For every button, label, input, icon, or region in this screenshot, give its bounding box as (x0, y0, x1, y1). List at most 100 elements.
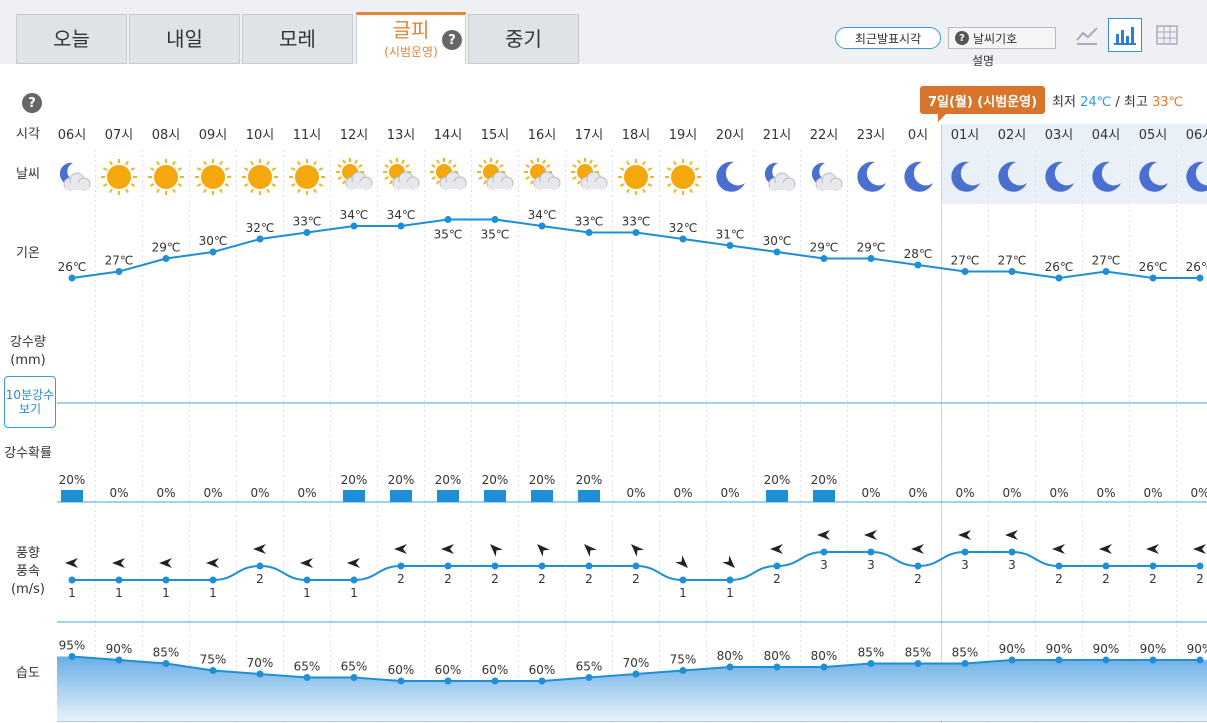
temperature-label: 35℃ (434, 228, 463, 242)
wind-direction-arrow (1146, 544, 1159, 554)
rain-10min-button[interactable]: 10분강수보기 (4, 376, 56, 428)
tab-today[interactable]: 오늘 (16, 14, 127, 64)
temperature-point (444, 216, 452, 223)
help-icon[interactable]: ? (442, 30, 462, 50)
tab-midterm[interactable]: 중기 (468, 14, 579, 64)
table-view-button[interactable] (1150, 18, 1184, 52)
humidity-label: 90% (1046, 642, 1073, 656)
temperature-label: 33℃ (293, 215, 322, 229)
temperature-label: 27℃ (1092, 254, 1121, 268)
hour-label: 21시 (763, 128, 792, 143)
chart-help-icon[interactable]: ? (22, 93, 42, 113)
temperature-label: 32℃ (669, 221, 698, 235)
precip-prob-label: 0% (203, 486, 222, 500)
wind-speed-label: 1 (68, 586, 76, 600)
hour-label: 23시 (857, 128, 886, 143)
hour-label: 13시 (387, 128, 416, 143)
temperature-label: 27℃ (998, 254, 1027, 268)
line-chart-view-button[interactable] (1070, 18, 1104, 52)
row-label-wind: 풍향 풍속 (m/s) (0, 545, 56, 599)
wind-speed-point (1102, 562, 1110, 570)
wind-direction-arrow (253, 544, 266, 554)
moon-icon (1186, 161, 1207, 192)
wind-speed-point (115, 576, 123, 584)
wind-direction-arrow (65, 558, 78, 568)
wind-speed-point (1149, 562, 1157, 570)
wind-speed-label: 3 (867, 558, 875, 572)
wind-direction-arrow (347, 558, 360, 568)
max-temp: 33℃ (1151, 95, 1184, 110)
weather-symbol-button[interactable]: ? 날씨기호 (948, 27, 1056, 49)
humidity-point (162, 660, 170, 667)
wind-direction-arrow (159, 558, 172, 568)
row-label-humidity: 습도 (16, 666, 40, 681)
hour-label: 10시 (246, 128, 275, 143)
hour-label: 05시 (1139, 128, 1168, 143)
recent-announce-button[interactable]: 최근발표시각 (835, 27, 941, 49)
cloudy-night-icon (59, 162, 91, 191)
humidity-label: 80% (764, 649, 791, 663)
temperature-label: 26℃ (58, 260, 87, 274)
temperature-label: 27℃ (951, 254, 980, 268)
humidity-point (1149, 656, 1157, 664)
day-badge: 7일(월) (시범운영) (920, 86, 1045, 122)
tab-3days[interactable]: 글피 (시범운영) ? (356, 12, 466, 64)
hour-label: 09시 (199, 128, 228, 143)
temperature-label: 34℃ (387, 208, 416, 222)
humidity-point (68, 653, 76, 660)
wind-speed-label: 2 (1196, 572, 1204, 586)
row-label-precip: 강수량 (mm) (0, 334, 56, 370)
humidity-point (538, 677, 546, 685)
wind-direction-arrow (537, 544, 550, 557)
precip-prob-label: 0% (1096, 486, 1115, 500)
precip-prob-label: 0% (109, 486, 128, 500)
temperature-point (491, 216, 499, 223)
moon-icon (1092, 161, 1121, 192)
wind-speed-label: 2 (632, 572, 640, 586)
humidity-label: 60% (482, 663, 509, 677)
wind-speed-point (914, 562, 922, 570)
moon-icon (904, 161, 933, 192)
wind-speed-point (1008, 548, 1016, 556)
weather-symbol-label: 날씨기호 (973, 31, 1018, 46)
partly-cloudy-icon (336, 158, 373, 190)
hour-label: 19시 (669, 128, 698, 143)
humidity-area (57, 656, 1207, 721)
wind-direction-arrow (631, 544, 644, 557)
sunny-icon (195, 159, 231, 195)
precip-prob-bar (531, 490, 553, 502)
moon-icon (1139, 161, 1168, 192)
humidity-label: 85% (952, 646, 979, 660)
tab-day-after[interactable]: 모레 (242, 14, 353, 64)
partly-cloudy-icon (524, 158, 561, 190)
humidity-label: 75% (670, 653, 697, 667)
humidity-label: 85% (905, 646, 932, 660)
humidity-point (961, 660, 969, 667)
max-label: 최고 (1123, 95, 1148, 110)
temperature-label: 31℃ (716, 228, 745, 242)
wind-speed-point (209, 576, 217, 584)
wind-speed-label: 2 (585, 572, 593, 586)
wind-speed-point (162, 576, 170, 584)
temperature-point (256, 235, 264, 243)
wind-speed-point (773, 562, 781, 570)
temperature-point (632, 229, 640, 236)
sunny-icon (242, 159, 278, 195)
wind-speed-label: 2 (444, 572, 452, 586)
temperature-point (726, 242, 734, 249)
temperature-point (1055, 274, 1063, 282)
tab-label: 글피 (392, 18, 430, 42)
humidity-label: 70% (623, 656, 650, 670)
graph-view-button[interactable] (1108, 18, 1142, 52)
precip-prob-label: 20% (811, 473, 838, 487)
wind-speed-point (867, 548, 875, 556)
temperature-label: 35℃ (481, 228, 510, 242)
humidity-label: 80% (717, 649, 744, 663)
temperature-point (961, 268, 969, 275)
tab-tomorrow[interactable]: 내일 (129, 14, 240, 64)
temperature-label: 27℃ (105, 254, 134, 268)
wind-speed-label: 1 (303, 586, 311, 600)
precip-prob-label: 0% (297, 486, 316, 500)
wind-unit: (m/s) (11, 582, 45, 597)
